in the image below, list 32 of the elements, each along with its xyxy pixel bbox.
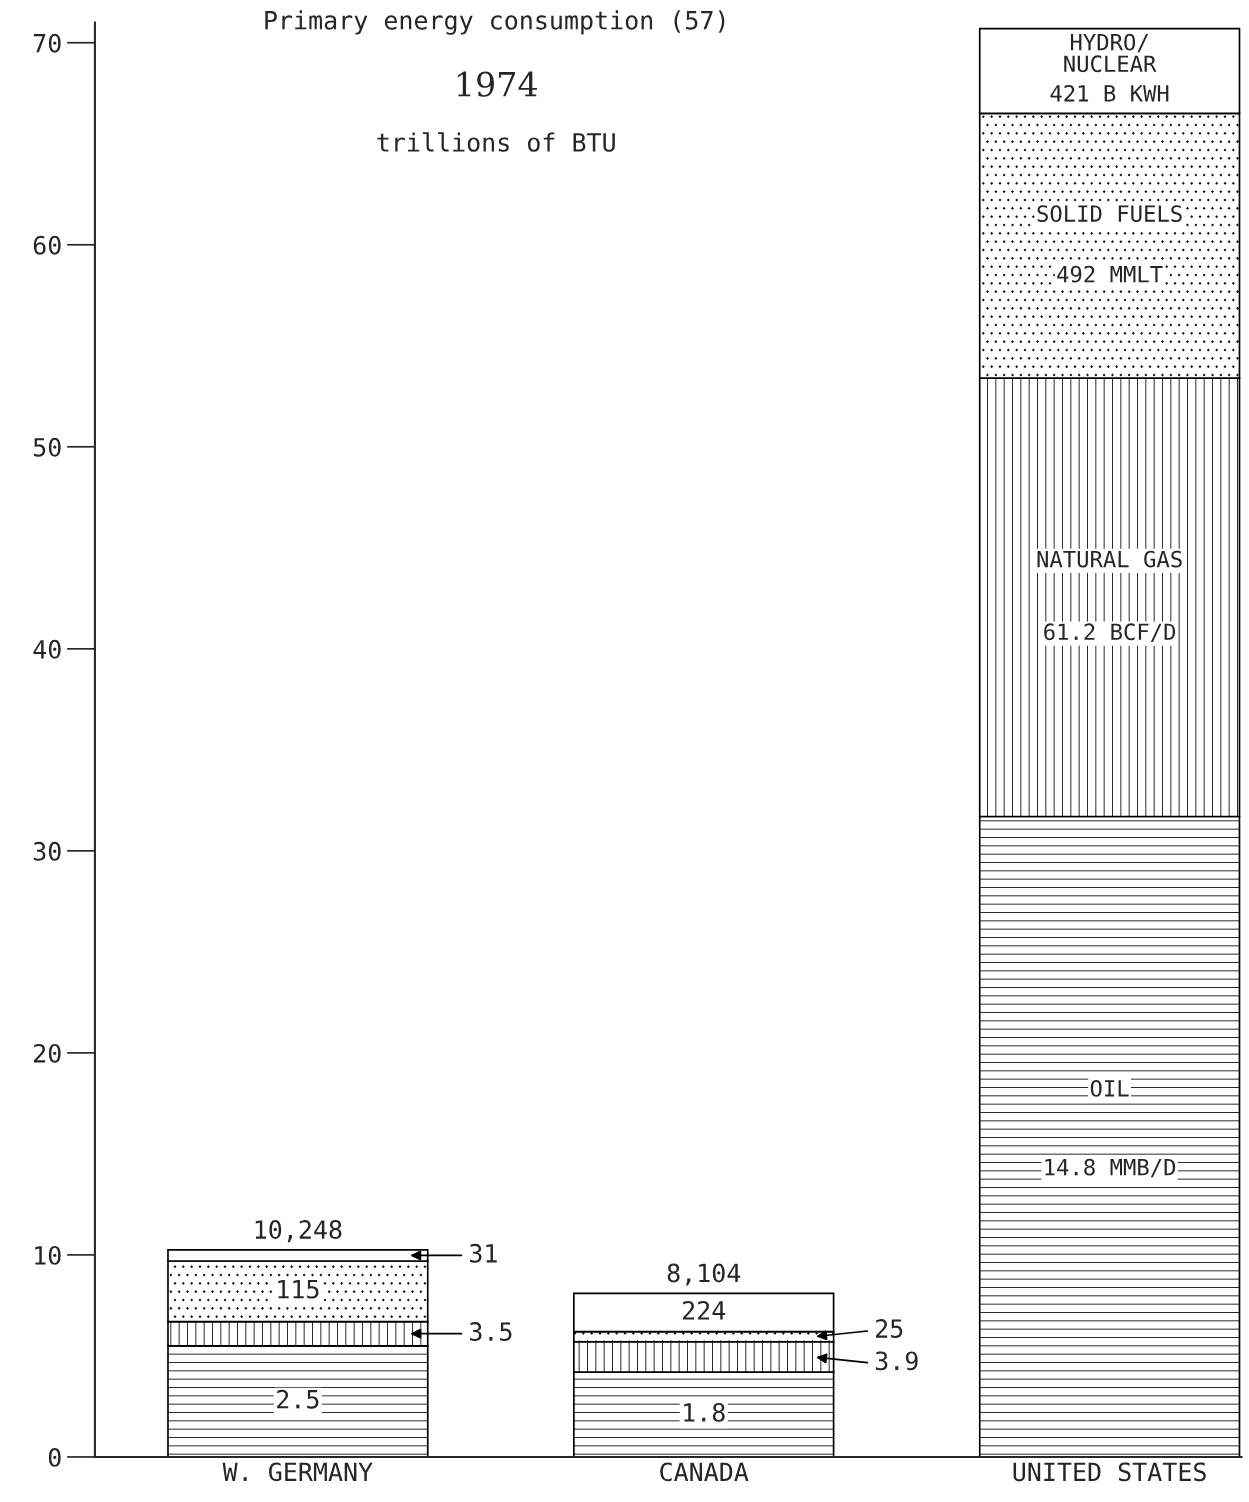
annotation: NATURAL GAS — [1037, 550, 1182, 568]
annotation: 3.5 — [470, 1322, 512, 1342]
y-tick-label: 70 — [33, 33, 61, 53]
annotation: 224 — [683, 1300, 726, 1320]
annotation: 25 — [876, 1319, 903, 1338]
chart-title: Primary energy consumption (57) — [265, 10, 725, 35]
annotation: 2.5 — [277, 1389, 319, 1409]
annotation: 421 B KWH — [1050, 84, 1169, 102]
annotation: HYDRO/ NUCLEAR — [1064, 33, 1157, 73]
annotation: 61.2 BCF/D — [1044, 623, 1176, 642]
annotation: 492 MMLT — [1057, 265, 1163, 283]
annotation: 3.9 — [875, 1351, 918, 1371]
y-tick-label: 60 — [33, 235, 61, 255]
y-tick-label: 50 — [33, 437, 61, 457]
y-tick-label: 0 — [48, 1447, 61, 1467]
x-tick-label: W. GERMANY — [222, 1462, 373, 1482]
annotation: 31 — [470, 1243, 497, 1263]
annotation: 14.8 MMB/D — [1045, 1158, 1176, 1178]
y-tick-label: 30 — [33, 841, 61, 861]
annotation: 115 — [278, 1280, 319, 1299]
annotation: 1.8 — [684, 1402, 725, 1422]
annotation: 10,248 — [255, 1220, 342, 1243]
text: 1974 — [457, 71, 537, 97]
annotation: OIL — [1090, 1079, 1129, 1097]
x-tick-label: UNITED STATES — [1013, 1462, 1206, 1482]
annotation: SOLID FUELS — [1037, 205, 1182, 222]
y-tick-label: 40 — [33, 639, 61, 659]
annotation: trillions of BTU — [377, 132, 615, 152]
y-tick-label: 10 — [35, 1245, 61, 1265]
annotation: 8,104 — [667, 1263, 741, 1286]
y-tick-label: 20 — [34, 1043, 61, 1063]
x-tick-label: CANADA — [660, 1462, 749, 1482]
